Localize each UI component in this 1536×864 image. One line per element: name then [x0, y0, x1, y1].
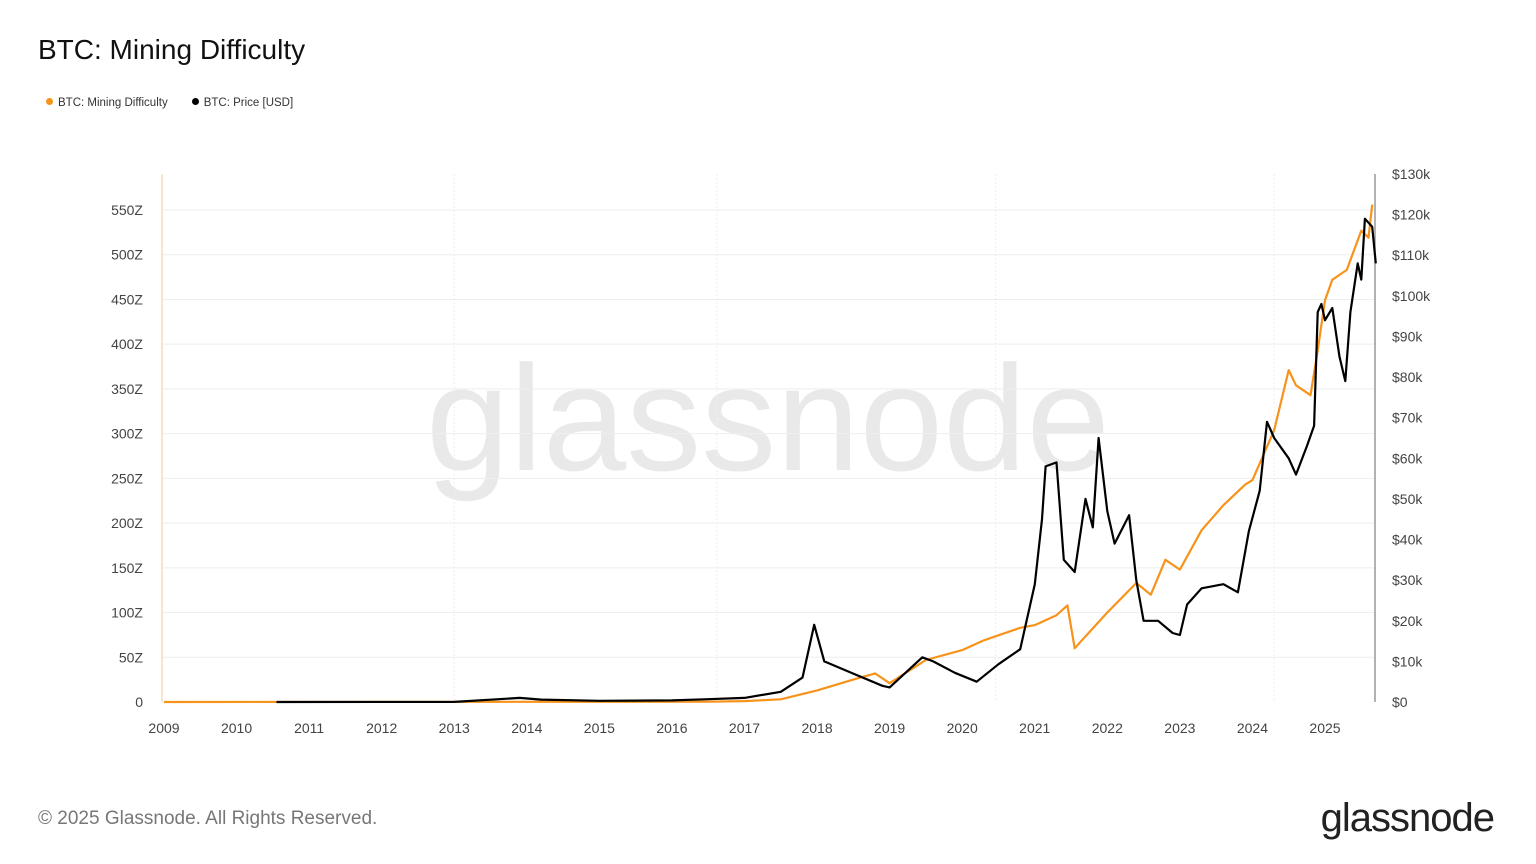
legend-dot-icon [191, 98, 199, 105]
y-right-tick-label: $110k [1392, 247, 1430, 263]
y-left-tick-label: 450Z [111, 291, 143, 307]
y-left-tick-label: 250Z [111, 470, 143, 486]
x-tick-label: 2012 [366, 720, 397, 736]
x-tick-label: 2017 [729, 720, 760, 736]
y-left-tick-label: 350Z [111, 381, 143, 397]
x-tick-label: 2025 [1309, 720, 1340, 736]
y-right-tick-label: $50k [1392, 491, 1423, 507]
x-tick-label: 2013 [439, 720, 470, 736]
y-right-tick-label: $10k [1392, 653, 1423, 669]
y-left-tick-label: 100Z [111, 605, 143, 621]
y-right-tick-label: $70k [1392, 410, 1423, 426]
y-right-tick-label: $130k [1392, 166, 1431, 182]
watermark: glassnode [426, 334, 1110, 502]
y-left-tick-label: 500Z [111, 247, 143, 263]
legend-item-difficulty[interactable]: BTC: Mining Difficulty [46, 97, 168, 109]
x-tick-label: 2023 [1164, 720, 1195, 736]
x-tick-label: 2018 [801, 720, 832, 736]
y-right-tick-label: $40k [1392, 532, 1423, 548]
y-right-tick-label: $60k [1392, 450, 1423, 466]
y-right-tick-label: $90k [1392, 328, 1423, 344]
x-tick-label: 2019 [874, 720, 905, 736]
glassnode-logo: glassnode [1320, 796, 1495, 840]
y-left-tick-label: 300Z [111, 426, 143, 442]
y-left-tick-label: 50Z [119, 649, 144, 665]
x-tick-label: 2021 [1019, 720, 1050, 736]
x-tick-label: 2016 [656, 720, 687, 736]
x-tick-label: 2010 [221, 720, 252, 736]
y-right-tick-label: $80k [1392, 369, 1423, 385]
x-tick-label: 2014 [511, 720, 542, 736]
y-right-tick-label: $20k [1392, 613, 1423, 629]
y-left-tick-label: 200Z [111, 515, 143, 531]
y-left-tick-label: 400Z [111, 336, 143, 352]
copyright: © 2025 Glassnode. All Rights Reserved. [38, 808, 378, 829]
y-left-tick-label: 550Z [111, 202, 143, 218]
x-tick-label: 2020 [947, 720, 978, 736]
legend-item-price[interactable]: BTC: Price [USD] [191, 97, 293, 109]
y-right-tick-label: $120k [1392, 207, 1431, 223]
x-tick-label: 2015 [584, 720, 615, 736]
legend-dot-icon [46, 98, 53, 105]
y-left-tick-label: 0 [135, 694, 143, 710]
x-tick-label: 2011 [294, 720, 324, 736]
y-right-tick-label: $0 [1392, 694, 1408, 710]
price-line [276, 217, 1377, 704]
y-right-tick-label: $30k [1392, 572, 1423, 588]
x-tick-label: 2024 [1237, 720, 1268, 736]
y-right-tick-label: $100k [1392, 288, 1431, 304]
y-left-tick-label: 150Z [111, 560, 143, 576]
x-tick-label: 2009 [148, 720, 179, 736]
chart-title: BTC: Mining Difficulty [38, 34, 306, 65]
x-tick-label: 2022 [1092, 720, 1123, 736]
legend: BTC: Mining Difficulty BTC: Price [USD] [46, 97, 293, 109]
